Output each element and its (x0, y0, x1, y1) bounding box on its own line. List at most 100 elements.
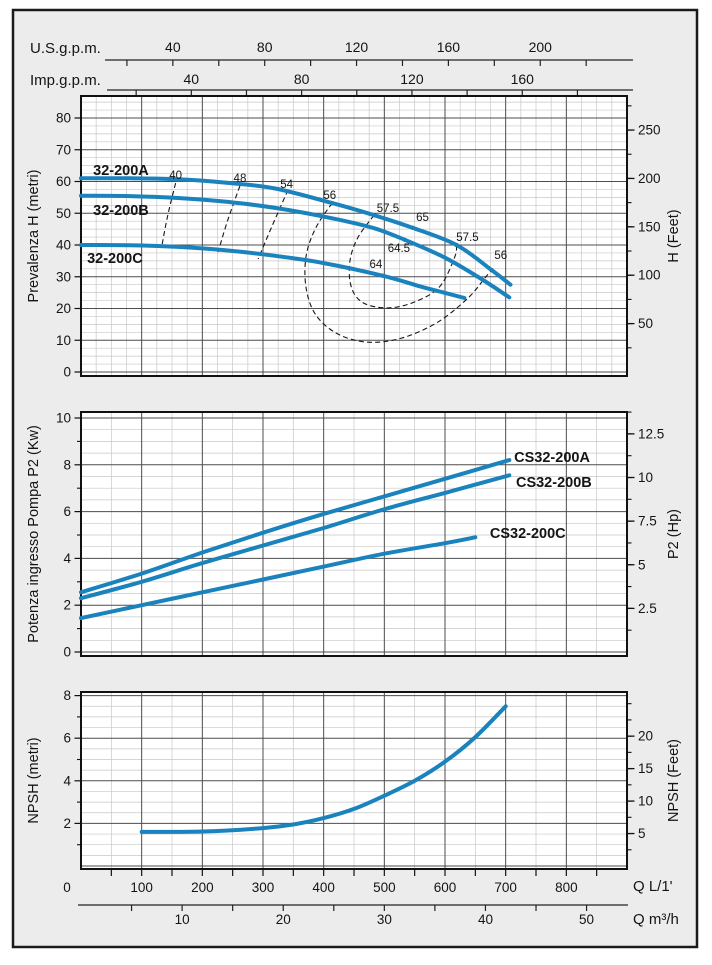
y-right-tick-label: 150 (638, 219, 661, 234)
imp-gpm-tick-label: 80 (294, 71, 310, 87)
y-tick-label: 10 (56, 411, 71, 426)
curve-CS32-200B (79, 473, 512, 601)
curve-32-200C (79, 243, 467, 300)
y-tick-label: 8 (63, 457, 71, 472)
y-tick-label: 4 (63, 551, 71, 566)
us-gpm-scale: U.S.g.p.m. 40 80 120 160 200 (30, 39, 633, 66)
lpm-unit-label: Q L/1' (633, 878, 673, 895)
y-tick-label: 80 (56, 111, 71, 126)
us-gpm-tick-label: 160 (437, 39, 461, 55)
m3h-tick-label: 20 (276, 912, 291, 927)
y-tick-label: 40 (56, 238, 71, 253)
imp-gpm-tick-label: 120 (400, 71, 424, 87)
curve-label-32-200C: 32-200C (87, 251, 143, 267)
y-right-tick-label: 10 (638, 794, 653, 809)
head-chart-border (80, 95, 628, 377)
lpm-tick-label: 600 (434, 880, 457, 895)
y-right-tick-label: 2.5 (638, 601, 657, 616)
flow-scale-lpm: 0 100 200 300 400 500 600 700 800 Q L/1' (63, 869, 673, 895)
power-chart-grid-minor (81, 412, 627, 656)
y-tick-label: 2 (63, 598, 71, 613)
us-gpm-label: U.S.g.p.m. (30, 40, 101, 57)
efficiency-contour-48 (217, 185, 241, 253)
y-tick-label: 8 (63, 688, 71, 703)
curve-label-CS32-200A: CS32-200A (514, 450, 590, 466)
head-chart-y-axis-right: 50 100 150 200 250 (627, 105, 661, 349)
y-right-tick-label: 10 (638, 470, 653, 485)
power-chart: 0 2 4 6 8 10 2.5 5 7.5 10 12.5 CS32-200A CS32-200B CS… (26, 411, 682, 660)
lpm-tick-label: 200 (191, 880, 214, 895)
y-right-tick-label: 50 (638, 316, 653, 331)
y-tick-label: 70 (56, 142, 71, 157)
npsh-chart-y-right-title: NPSH (Feet) (666, 739, 682, 822)
y-right-tick-label: 250 (638, 123, 661, 138)
us-gpm-tick-label: 200 (529, 39, 553, 55)
y-tick-label: 50 (56, 206, 71, 221)
y-right-tick-label: 5 (638, 557, 646, 572)
y-right-tick-label: 200 (638, 171, 661, 186)
y-tick-label: 0 (63, 645, 71, 660)
npsh-chart-y-axis-right: 5 10 15 20 (627, 703, 653, 851)
us-gpm-tick-label: 40 (165, 39, 181, 55)
head-chart: 0 10 20 30 40 50 60 70 80 50 100 150 200 250 32-200A 32… (26, 95, 682, 380)
efficiency-contour-56 (304, 202, 493, 343)
m3h-unit-label: Q m³/h (633, 911, 679, 928)
efficiency-label-64: 64 (369, 259, 382, 271)
lpm-tick-label: 800 (555, 880, 578, 895)
efficiency-contour-57.5 (348, 214, 458, 309)
y-tick-label: 60 (56, 174, 71, 189)
curve-NPSH (139, 704, 508, 834)
y-tick-label: 0 (63, 365, 71, 380)
y-tick-label: 6 (63, 504, 71, 519)
lpm-tick-label: 300 (252, 880, 275, 895)
y-right-tick-label: 20 (638, 729, 653, 744)
efficiency-label-57.5: 57.5 (456, 232, 478, 244)
us-gpm-tick-label: 120 (345, 39, 369, 55)
curve-CS32-200C (79, 535, 478, 621)
y-tick-label: 20 (56, 301, 71, 316)
imp-gpm-tick-label: 40 (184, 71, 200, 87)
efficiency-label-56: 56 (323, 190, 336, 202)
head-chart-grid-minor (81, 96, 627, 376)
m3h-tick-label: 10 (175, 912, 190, 927)
flow-scale-m3h: 10 20 30 40 50 Q m³/h (78, 904, 679, 928)
imp-gpm-label: Imp.g.p.m. (30, 72, 101, 89)
head-chart-y-axis-left: 0 10 20 30 40 50 60 70 80 (56, 111, 81, 380)
y-right-tick-label: 100 (638, 268, 661, 283)
imp-gpm-scale: Imp.g.p.m. 40 80 120 160 (30, 71, 633, 96)
efficiency-label-64.5: 64.5 (388, 243, 410, 255)
curve-CS32-200A (79, 458, 512, 595)
efficiency-label-57.5: 57.5 (377, 203, 399, 215)
efficiency-contour-40 (161, 182, 177, 248)
m3h-tick-label: 40 (478, 912, 493, 927)
head-chart-y-right-title: H (Feet) (666, 209, 682, 262)
lpm-tick-label: 400 (312, 880, 335, 895)
head-chart-y-left-title: Prevalenza H (metri) (26, 170, 42, 303)
y-tick-label: 10 (56, 333, 71, 348)
power-chart-border (80, 411, 628, 657)
curve-label-32-200B: 32-200B (93, 203, 149, 219)
npsh-chart-y-axis-left: 2 4 6 8 (63, 688, 81, 846)
y-right-tick-label: 12.5 (638, 426, 664, 441)
npsh-chart-grid-minor (81, 692, 627, 869)
lpm-zero-label: 0 (63, 880, 71, 895)
curve-32-200A (79, 176, 513, 287)
y-tick-label: 6 (63, 731, 71, 746)
npsh-chart-y-left-title: NPSH (metri) (26, 737, 42, 823)
efficiency-label-54: 54 (280, 179, 293, 191)
power-chart-y-left-title: Potenza ingresso Pompa P2 (Kw) (26, 425, 42, 643)
curve-label-CS32-200B: CS32-200B (516, 475, 592, 491)
m3h-tick-label: 50 (579, 912, 594, 927)
lpm-tick-label: 100 (130, 880, 153, 895)
y-right-tick-label: 5 (638, 826, 646, 841)
efficiency-label-65: 65 (416, 212, 429, 224)
curve-label-32-200A: 32-200A (93, 163, 149, 179)
efficiency-label-56: 56 (494, 250, 507, 262)
power-chart-y-right-title: P2 (Hp) (666, 509, 682, 559)
lpm-tick-label: 700 (494, 880, 517, 895)
power-chart-y-axis-right: 2.5 5 7.5 10 12.5 (627, 411, 664, 631)
m3h-tick-label: 30 (377, 912, 392, 927)
curve-32-200B (79, 193, 512, 300)
